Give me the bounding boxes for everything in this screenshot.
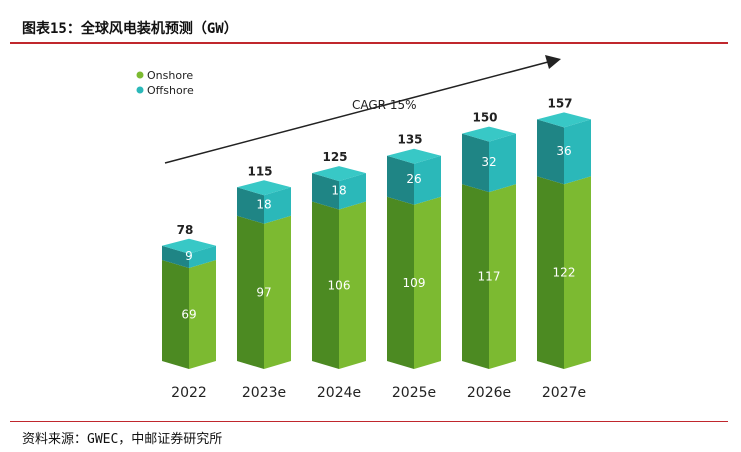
label-onshore-2022: 69 <box>181 307 196 321</box>
bar-offshore-front-2025e <box>414 155 441 205</box>
title-rule <box>10 42 728 44</box>
bar-onshore-side-2025e <box>387 196 414 369</box>
cagr-trend: CAGR 15% <box>164 55 561 164</box>
bar-onshore-side-2023e <box>237 215 264 369</box>
cagr-arrow-line <box>164 61 549 164</box>
bar-onshore-side-2022 <box>162 259 189 369</box>
label-offshore-2023e: 18 <box>256 198 271 212</box>
bar-offshore-side-2027e <box>537 119 564 185</box>
label-onshore-2026e: 117 <box>478 270 501 284</box>
label-total-2022: 78 <box>177 223 194 237</box>
label-total-2023e: 115 <box>247 164 272 178</box>
label-offshore-2027e: 36 <box>556 144 571 158</box>
legend-onshore-swatch <box>136 71 144 79</box>
label-total-2027e: 157 <box>547 96 572 110</box>
bar-offshore-front-2027e <box>564 119 591 185</box>
bar-top-cap-2024e <box>312 166 366 182</box>
bars: 69 9 78 2022 97 18 115 2023e 106 18 125 2024e 109 26 1… <box>162 96 591 401</box>
bar-onshore-front-2025e <box>414 196 441 369</box>
bar-top-cap-2027e <box>537 112 591 128</box>
tick-label-2027e: 2027e <box>542 385 586 401</box>
bar-offshore-front-2022 <box>189 245 216 268</box>
bar-onshore-front-2027e <box>564 176 591 369</box>
tick-label-2022: 2022 <box>171 385 207 401</box>
figure-title: 图表15：全球风电装机预测（GW） <box>22 21 238 37</box>
label-total-2026e: 150 <box>472 111 497 125</box>
label-offshore-2024e: 18 <box>331 183 346 197</box>
bar-offshore-side-2026e <box>462 133 489 193</box>
label-total-2025e: 135 <box>397 133 422 147</box>
bar-top-cap-2022 <box>162 238 216 254</box>
bar-top-cap-2025e <box>387 148 441 164</box>
tick-label-2024e: 2024e <box>317 385 361 401</box>
bar-offshore-side-2025e <box>387 155 414 205</box>
label-onshore-2027e: 122 <box>553 266 576 280</box>
label-onshore-2025e: 109 <box>403 276 426 290</box>
tick-label-2025e: 2025e <box>392 385 436 401</box>
tick-label-2026e: 2026e <box>467 385 511 401</box>
legend: Onshore Offshore <box>136 69 194 97</box>
bar-offshore-side-2023e <box>237 187 264 224</box>
label-offshore-2022: 9 <box>185 249 193 263</box>
bar-top-cap-2023e <box>237 180 291 196</box>
bar-onshore-front-2023e <box>264 215 291 369</box>
bar-onshore-side-2024e <box>312 201 339 369</box>
label-total-2024e: 125 <box>322 150 347 164</box>
label-offshore-2025e: 26 <box>406 172 421 186</box>
legend-onshore-label: Onshore <box>147 69 193 82</box>
bar-onshore-front-2026e <box>489 184 516 369</box>
bar-onshore-front-2022 <box>189 259 216 369</box>
cagr-arrow-head <box>545 55 561 69</box>
bar-onshore-side-2026e <box>462 184 489 369</box>
bar-offshore-front-2023e <box>264 187 291 224</box>
cagr-label: CAGR 15% <box>352 98 417 112</box>
source-rule <box>10 421 728 422</box>
source-note: 资料来源：GWEC，中邮证券研究所 <box>22 432 223 447</box>
tick-label-2023e: 2023e <box>242 385 286 401</box>
bar-offshore-front-2024e <box>339 173 366 210</box>
legend-offshore-label: Offshore <box>147 84 194 97</box>
label-offshore-2026e: 32 <box>481 155 496 169</box>
bar-onshore-front-2024e <box>339 201 366 369</box>
label-onshore-2024e: 106 <box>328 278 351 292</box>
bar-offshore-side-2024e <box>312 173 339 210</box>
legend-offshore-swatch <box>136 86 144 94</box>
bar-top-cap-2026e <box>462 126 516 142</box>
bar-onshore-side-2027e <box>537 176 564 369</box>
bar-offshore-front-2026e <box>489 133 516 193</box>
label-onshore-2023e: 97 <box>256 285 271 299</box>
bar-offshore-side-2022 <box>162 245 189 268</box>
